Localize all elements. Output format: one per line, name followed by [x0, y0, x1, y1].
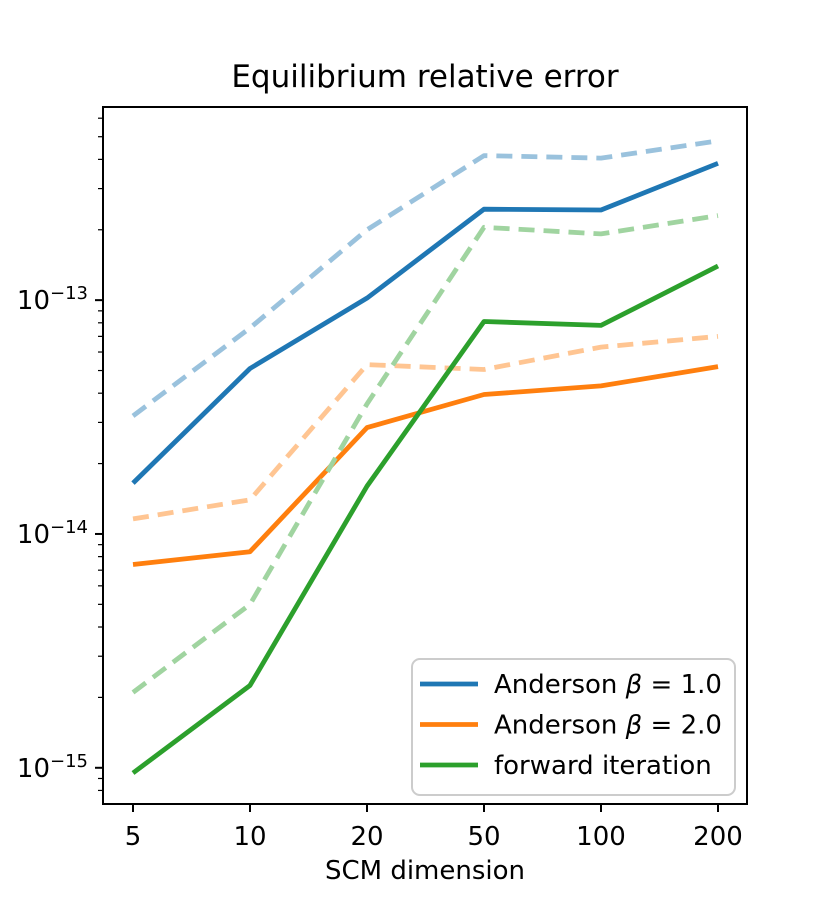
legend-label: forward iteration	[494, 751, 712, 781]
legend: Anderson β = 1.0 Anderson β = 2.0 forward …	[411, 658, 736, 796]
plot-border	[102, 106, 748, 805]
x-tick-label: 20	[350, 822, 383, 852]
x-axis-label: SCM dimension	[324, 856, 526, 886]
line-anderson-beta-1.0	[131, 161, 719, 485]
legend-entry: Anderson β = 1.0	[420, 670, 722, 700]
legend-label: Anderson β = 1.0	[494, 670, 722, 700]
legend-entry: Anderson β = 2.0	[420, 711, 722, 741]
legend-box	[411, 658, 736, 796]
y-tick-label: 10−15	[17, 751, 88, 784]
line-anderson-beta-2.0-dashed	[132, 334, 719, 522]
x-tick-label: 50	[467, 822, 500, 852]
x-tick-label: 5	[125, 822, 142, 852]
y-tick-label: 10−13	[17, 283, 88, 316]
line-forward-iteration-dashed	[131, 213, 719, 695]
line-forward-iteration	[131, 263, 720, 775]
legend-entry: forward iteration	[420, 751, 712, 781]
x-tick-label: 10	[233, 822, 266, 852]
chart-title: Equilibrium relative error	[231, 59, 619, 95]
legend-label: Anderson β = 2.0	[494, 711, 722, 741]
y-tick-label: 10−14	[17, 517, 88, 550]
line-anderson-beta-2.0	[132, 364, 719, 567]
line-anderson-beta-1.0-dashed	[131, 138, 719, 418]
x-tick-label: 100	[576, 822, 626, 852]
x-tick-label: 200	[693, 822, 743, 852]
